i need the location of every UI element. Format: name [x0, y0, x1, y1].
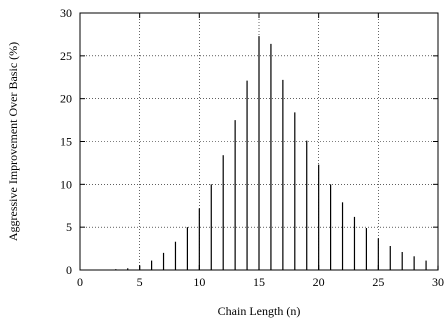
y-tick-label: 20 — [60, 92, 72, 106]
x-tick-label: 30 — [432, 275, 444, 289]
x-tick-label: 20 — [313, 275, 325, 289]
y-tick-label: 10 — [60, 177, 72, 191]
x-tick-label: 0 — [77, 275, 83, 289]
x-tick-label: 5 — [137, 275, 143, 289]
y-tick-label: 15 — [60, 135, 72, 149]
y-tick-labels: 0 5 10 15 20 25 30 — [60, 6, 72, 277]
x-tick-label: 10 — [193, 275, 205, 289]
x-tick-label: 25 — [372, 275, 384, 289]
bar-series — [115, 36, 439, 270]
x-tick-labels: 0 5 10 15 20 25 30 — [77, 275, 444, 289]
y-tick-label: 0 — [66, 263, 72, 277]
x-tick-label: 15 — [253, 275, 265, 289]
plot-frame — [79, 12, 439, 271]
y-tick-label: 30 — [60, 6, 72, 20]
x-axis-label: Chain Length (n) — [218, 304, 301, 318]
y-tick-label: 25 — [60, 49, 72, 63]
y-tick-label: 5 — [66, 220, 72, 234]
y-axis-label: Aggressive Improvement Over Basic (%) — [6, 42, 20, 241]
